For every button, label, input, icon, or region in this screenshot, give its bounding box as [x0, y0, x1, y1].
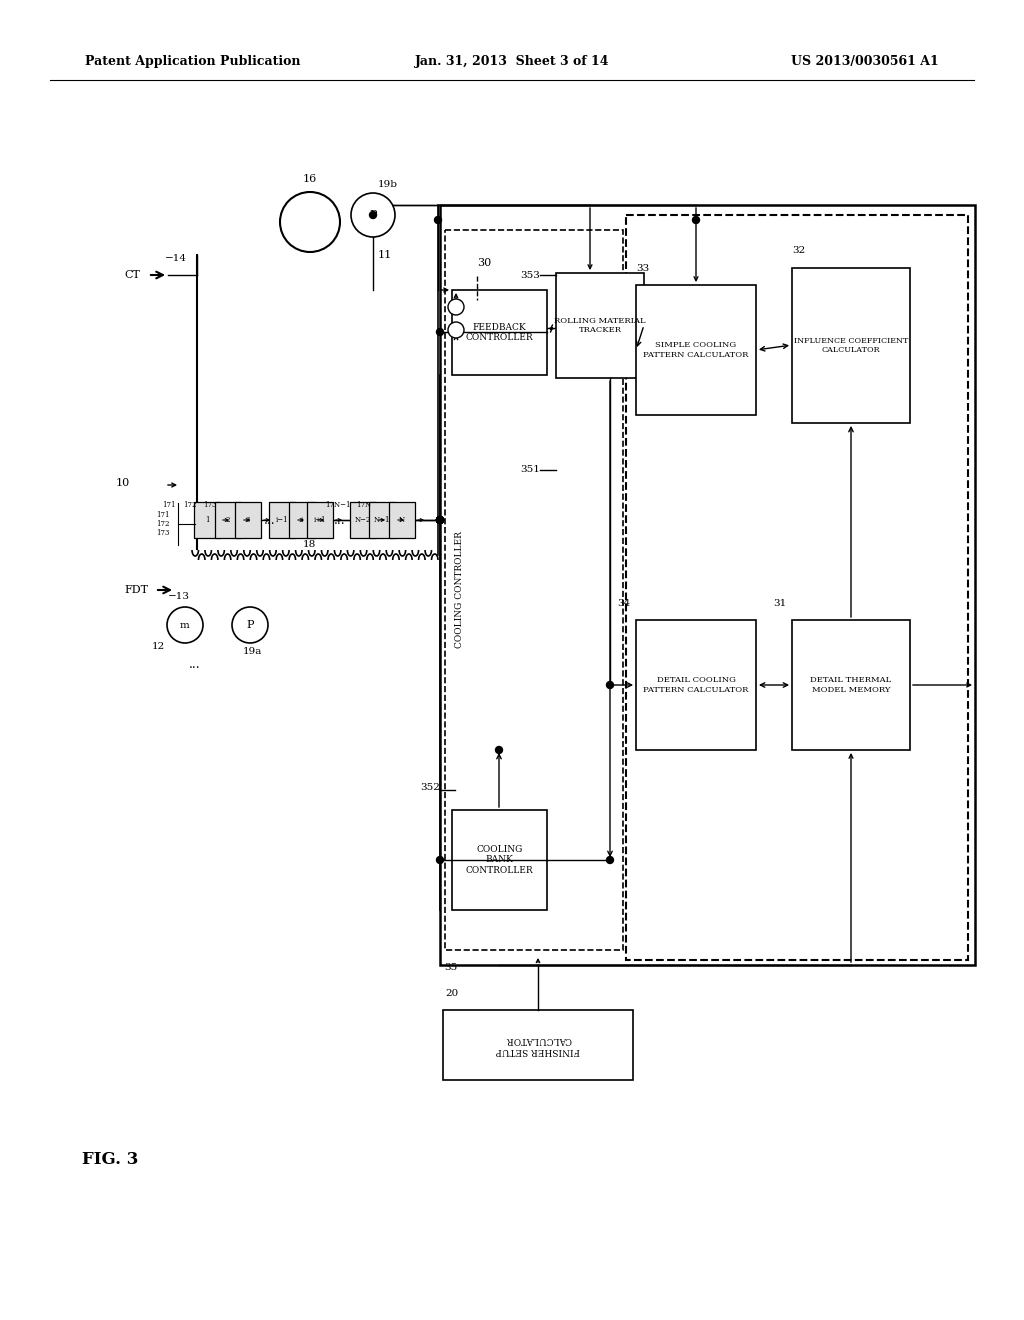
- Text: Jan. 31, 2013  Sheet 3 of 14: Jan. 31, 2013 Sheet 3 of 14: [415, 55, 609, 69]
- Bar: [792, 620, 910, 750]
- Circle shape: [436, 516, 443, 524]
- Circle shape: [351, 193, 395, 238]
- Text: 171: 171: [163, 502, 176, 510]
- Text: 34: 34: [616, 599, 630, 609]
- Text: COOLING
BANK
CONTROLLER: COOLING BANK CONTROLLER: [466, 845, 534, 875]
- Bar: [636, 620, 756, 750]
- Circle shape: [436, 516, 443, 524]
- Text: 172: 172: [183, 502, 197, 510]
- Text: 352: 352: [420, 784, 440, 792]
- Circle shape: [436, 516, 443, 524]
- Text: COOLING CONTROLLER: COOLING CONTROLLER: [455, 532, 464, 648]
- Text: SIMPLE COOLING
PATTERN CALCULATOR: SIMPLE COOLING PATTERN CALCULATOR: [643, 342, 749, 359]
- Text: FIG. 3: FIG. 3: [82, 1151, 138, 1168]
- Bar: [452, 290, 547, 375]
- Text: 31: 31: [773, 599, 786, 609]
- Bar: [792, 268, 910, 422]
- Text: 33: 33: [636, 264, 649, 273]
- Circle shape: [449, 322, 464, 338]
- Text: 351: 351: [520, 466, 540, 474]
- Text: N−1: N−1: [374, 516, 390, 524]
- Bar: [636, 285, 756, 414]
- Bar: [269, 502, 295, 539]
- Circle shape: [167, 607, 203, 643]
- Text: 3: 3: [246, 516, 250, 524]
- Text: P: P: [370, 210, 377, 220]
- Circle shape: [370, 211, 377, 219]
- Circle shape: [436, 516, 443, 524]
- Bar: [234, 502, 261, 539]
- Circle shape: [606, 681, 613, 689]
- Text: −14: −14: [165, 253, 187, 263]
- Text: N: N: [399, 516, 406, 524]
- Text: FDT: FDT: [124, 585, 148, 595]
- Text: 11: 11: [378, 249, 392, 260]
- Text: 19b: 19b: [378, 180, 398, 189]
- Text: ROLLING MATERIAL
TRACKER: ROLLING MATERIAL TRACKER: [554, 317, 646, 334]
- Text: i−1: i−1: [275, 516, 289, 524]
- Bar: [445, 230, 623, 950]
- Bar: [350, 502, 376, 539]
- Bar: [389, 502, 415, 539]
- Circle shape: [436, 516, 443, 524]
- Circle shape: [436, 516, 443, 524]
- Circle shape: [692, 216, 699, 223]
- Circle shape: [436, 857, 443, 863]
- Text: 353: 353: [520, 271, 540, 280]
- Circle shape: [436, 329, 443, 335]
- Text: 30: 30: [477, 257, 492, 268]
- Circle shape: [436, 516, 443, 524]
- Text: −13: −13: [168, 591, 190, 601]
- Text: ...: ...: [264, 513, 275, 527]
- Text: 171
172
173: 171 172 173: [157, 511, 170, 537]
- Circle shape: [436, 516, 443, 524]
- Bar: [440, 205, 975, 965]
- Text: 19a: 19a: [243, 647, 262, 656]
- Text: ...: ...: [334, 513, 346, 527]
- Text: 12: 12: [152, 642, 165, 651]
- Text: 32: 32: [792, 246, 805, 255]
- Text: i+1: i+1: [313, 516, 327, 524]
- Text: 35: 35: [444, 964, 458, 972]
- Circle shape: [436, 516, 443, 524]
- Text: CT: CT: [124, 271, 140, 280]
- Circle shape: [496, 747, 503, 754]
- Text: INFLUENCE COEFFICIENT
CALCULATOR: INFLUENCE COEFFICIENT CALCULATOR: [794, 337, 908, 354]
- Text: 16: 16: [303, 174, 317, 183]
- Circle shape: [606, 857, 613, 863]
- Text: i: i: [301, 516, 303, 524]
- Text: P: P: [246, 620, 254, 630]
- Text: Patent Application Publication: Patent Application Publication: [85, 55, 300, 69]
- Text: 20: 20: [445, 989, 459, 998]
- Text: 17N: 17N: [356, 502, 371, 510]
- Text: 18: 18: [303, 540, 316, 549]
- Text: 1: 1: [205, 516, 209, 524]
- Text: ...: ...: [189, 659, 201, 672]
- Circle shape: [434, 216, 441, 223]
- Text: US 2013/0030561 A1: US 2013/0030561 A1: [792, 55, 939, 69]
- Bar: [289, 502, 315, 539]
- Circle shape: [280, 191, 340, 252]
- Text: 2: 2: [225, 516, 230, 524]
- Text: 17N−1: 17N−1: [326, 502, 351, 510]
- Text: FEEDBACK
CONTROLLER: FEEDBACK CONTROLLER: [466, 323, 534, 342]
- Bar: [443, 1010, 633, 1080]
- Bar: [626, 215, 968, 960]
- Bar: [307, 502, 333, 539]
- Text: FINISHER SETUP
CALCULATOR: FINISHER SETUP CALCULATOR: [496, 1035, 581, 1055]
- Text: DETAIL THERMAL
MODEL MEMORY: DETAIL THERMAL MODEL MEMORY: [810, 676, 892, 693]
- Circle shape: [232, 607, 268, 643]
- Text: 173: 173: [204, 502, 217, 510]
- Text: 10: 10: [116, 478, 130, 488]
- Text: N−2: N−2: [354, 516, 372, 524]
- Text: m: m: [180, 620, 189, 630]
- Bar: [215, 502, 241, 539]
- Circle shape: [449, 300, 464, 315]
- Bar: [452, 810, 547, 909]
- Text: DETAIL COOLING
PATTERN CALCULATOR: DETAIL COOLING PATTERN CALCULATOR: [643, 676, 749, 693]
- Bar: [369, 502, 395, 539]
- Bar: [556, 273, 644, 378]
- Bar: [194, 502, 220, 539]
